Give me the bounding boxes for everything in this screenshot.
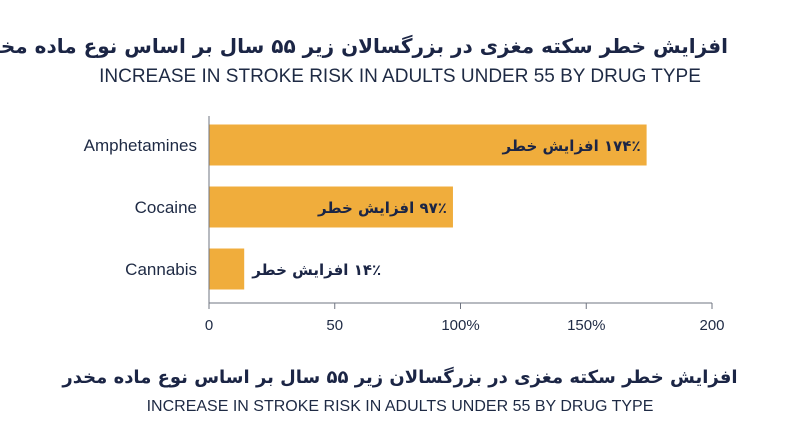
bar-chart: Amphetamines Cocaine Cannabis ۱۷۴٪ افزایش …: [84, 116, 725, 334]
chart-title-english: INCREASE IN STROKE RISK IN ADULTS UNDER …: [99, 66, 701, 87]
category-label-cannabis: Cannabis: [125, 260, 197, 279]
data-labels: ۱۷۴٪ افزایش خطر ۹۷٪ افزایش خطر ۱۴٪ افزایش …: [251, 137, 640, 279]
data-label-cannabis: ۱۴٪ افزایش خطر: [251, 261, 381, 279]
data-label-amphetamines: ۱۷۴٪ افزایش خطر: [502, 137, 641, 155]
bar-cannabis: [209, 248, 245, 290]
chart-title-persian: افزایش خطر سکته مغزی در بزرگسالان زیر ۵۵…: [0, 34, 728, 58]
bar-amphetamines: [209, 124, 647, 166]
x-tick-label: 100%: [441, 317, 479, 334]
x-tick-label: 150%: [567, 317, 605, 334]
x-axis: 0 50 100% 150% 200: [205, 302, 725, 334]
x-tick-label: 200: [699, 317, 724, 334]
caption-english: INCREASE IN STROKE RISK IN ADULTS UNDER …: [146, 398, 654, 415]
category-label-amphetamines: Amphetamines: [84, 136, 197, 155]
caption-persian: افزایش خطر سکته مغزی در بزرگسالان زیر ۵۵…: [62, 367, 738, 388]
bar-cocaine: [209, 186, 453, 228]
data-label-cocaine: ۹۷٪ افزایش خطر: [317, 199, 447, 217]
category-labels: Amphetamines Cocaine Cannabis: [84, 136, 197, 279]
x-tick-label: 0: [205, 317, 213, 334]
category-label-cocaine: Cocaine: [135, 198, 197, 217]
x-tick-label: 50: [326, 317, 343, 334]
bars: [209, 124, 647, 290]
